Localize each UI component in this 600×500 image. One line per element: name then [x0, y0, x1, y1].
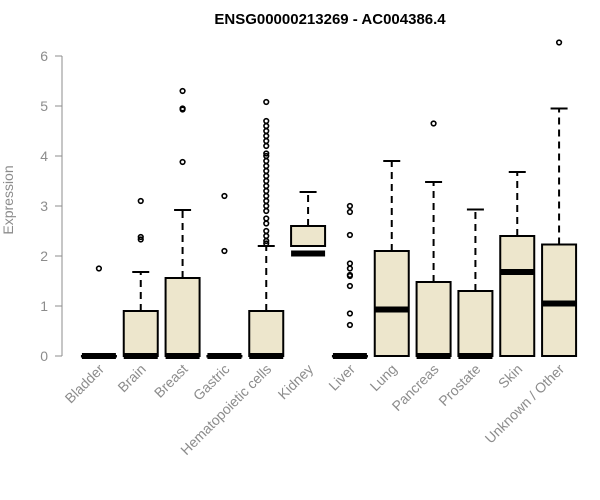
outlier-point	[263, 142, 270, 150]
box-group	[373, 160, 410, 357]
box	[415, 281, 452, 357]
box-group	[248, 98, 285, 359]
outlier-point	[137, 233, 144, 241]
box	[248, 310, 285, 357]
box	[290, 225, 327, 247]
box-group	[290, 191, 327, 257]
outlier-point	[263, 137, 270, 145]
outlier-point	[263, 192, 270, 200]
outlier-point	[137, 236, 144, 243]
outlier-point	[263, 127, 270, 135]
x-tick-label: Skin	[495, 361, 526, 392]
outlier-point	[221, 247, 228, 255]
y-tick-label: 0	[40, 348, 48, 364]
outlier-point	[263, 220, 270, 227]
outlier-point	[346, 321, 354, 329]
outlier-point	[263, 152, 270, 160]
outlier-point	[346, 265, 354, 272]
box-group	[164, 87, 201, 359]
box	[457, 290, 494, 357]
box	[541, 243, 578, 357]
y-tick-label: 6	[40, 48, 48, 64]
x-tick-label: Kidney	[275, 361, 317, 403]
outlier-point	[263, 232, 270, 240]
outlier-point	[179, 158, 186, 166]
outlier-point	[263, 132, 270, 140]
x-tick-label: Bladder	[62, 361, 108, 407]
box-group	[206, 192, 243, 359]
outlier-point	[263, 162, 270, 170]
box-group	[541, 39, 578, 357]
outlier-point	[346, 282, 354, 290]
x-tick-label: Liver	[325, 361, 358, 394]
outlier-point	[263, 227, 270, 235]
y-tick-label: 5	[40, 98, 48, 114]
outlier-point	[263, 150, 270, 157]
outlier-point	[263, 207, 270, 215]
outlier-point	[179, 87, 186, 95]
boxes-layer	[80, 39, 578, 359]
outlier-point	[263, 202, 270, 210]
outlier-point	[346, 260, 354, 267]
chart-title: ENSG00000213269 - AC004386.4	[214, 11, 446, 28]
outlier-point	[179, 105, 186, 112]
box	[373, 250, 410, 357]
outlier-point	[263, 187, 270, 195]
outlier-point	[263, 167, 270, 175]
box-group	[80, 265, 117, 359]
y-axis-label: Expression	[0, 165, 16, 234]
x-tick-label: Breast	[151, 361, 191, 401]
box-group	[415, 120, 452, 359]
outlier-point	[263, 240, 270, 247]
outlier-point	[346, 231, 354, 239]
box-group	[331, 202, 368, 359]
box	[164, 277, 201, 357]
outlier-point	[263, 98, 270, 106]
box-group	[122, 197, 159, 359]
outlier-point	[346, 202, 354, 210]
outlier-point	[346, 310, 354, 317]
outlier-point	[95, 265, 103, 272]
outlier-point	[555, 39, 563, 46]
box-group	[499, 171, 536, 357]
y-tick-label: 2	[40, 248, 48, 264]
box	[499, 235, 536, 357]
box	[122, 310, 159, 357]
outlier-point	[263, 177, 270, 185]
box-group	[457, 208, 494, 359]
x-tick-label: Unknown / Other	[482, 361, 568, 447]
outlier-point	[263, 157, 270, 165]
x-tick-label: Brain	[114, 361, 148, 395]
outlier-point	[263, 117, 270, 125]
outlier-point	[263, 197, 270, 205]
outlier-point	[263, 122, 270, 130]
x-tick-label: Pancreas	[389, 361, 442, 414]
outlier-point	[346, 208, 354, 216]
outlier-point	[430, 120, 437, 127]
outlier-point	[221, 192, 228, 200]
y-tick-label: 3	[40, 198, 48, 214]
y-tick-label: 4	[40, 148, 48, 164]
outlier-point	[263, 172, 270, 180]
outlier-point	[346, 271, 354, 279]
outlier-point	[263, 182, 270, 190]
x-tick-label: Lung	[367, 361, 400, 394]
outlier-point	[263, 215, 270, 222]
y-axis: 0 1 2 3 4 5 6	[40, 48, 63, 364]
x-tick-label: Prostate	[435, 361, 483, 409]
outlier-point	[137, 197, 144, 205]
y-tick-label: 1	[40, 298, 48, 314]
